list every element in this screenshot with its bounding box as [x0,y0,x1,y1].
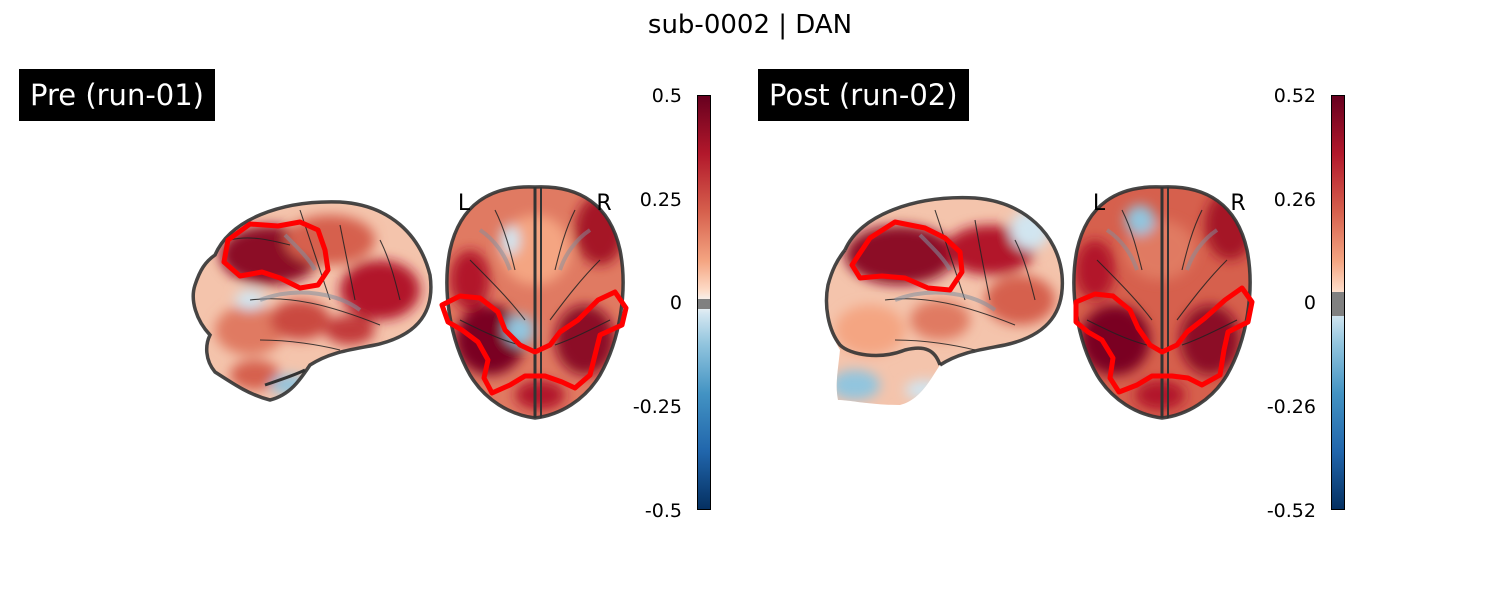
glass-brain-pre: L R [191,185,629,420]
figure-title: sub-0002 | DAN [647,10,853,40]
colorbar-pre [697,95,711,510]
orientation-left-post: L [1093,191,1106,216]
colorbar-tick-post-0: 0.52 [1273,85,1316,107]
colorbar-tick-pre-0: 0.5 [651,85,682,107]
axial-view-pre [439,185,629,420]
roi-outline-sagittal-post [849,219,965,293]
colorbar-tick-pre-3: -0.25 [632,396,682,418]
roi-outline-sagittal-pre [221,219,331,291]
colorbar-post [1331,95,1345,510]
roi-outline-axial-post [1073,285,1255,395]
colorbar-tick-post-3: -0.26 [1266,396,1316,418]
panel-post: Post (run-02) [740,0,1460,600]
colorbar-tick-pre-1: 0.25 [639,189,682,211]
colorbar-tick-post-4: -0.52 [1266,500,1316,522]
colorbar-threshold-pre [698,299,710,309]
orientation-right-pre: R [596,191,611,216]
colorbar-tick-pre-4: -0.5 [644,500,682,522]
panel-label-pre: Pre (run-01) [19,69,215,121]
orientation-left-pre: L [458,191,471,216]
axial-view-post [1072,185,1255,420]
orientation-right-post: R [1230,191,1245,216]
colorbar-threshold-post [1332,292,1344,316]
sagittal-view-post [824,195,1065,405]
colorbar-tick-post-1: 0.26 [1273,189,1316,211]
panel-label-post: Post (run-02) [758,69,969,121]
colorbar-tick-post-2: 0 [1303,292,1316,314]
glass-brain-post: L R [824,185,1255,420]
roi-outline-axial-pre [439,289,629,396]
colorbar-tick-pre-2: 0 [669,292,682,314]
panel-pre: Pre (run-01) [0,0,720,600]
sagittal-view-pre [191,200,433,402]
